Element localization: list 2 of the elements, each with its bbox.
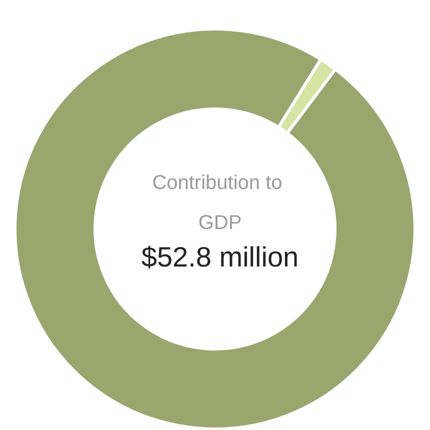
text: $52.8 million [141, 242, 299, 272]
text: Contribution to GDP [152, 172, 288, 234]
